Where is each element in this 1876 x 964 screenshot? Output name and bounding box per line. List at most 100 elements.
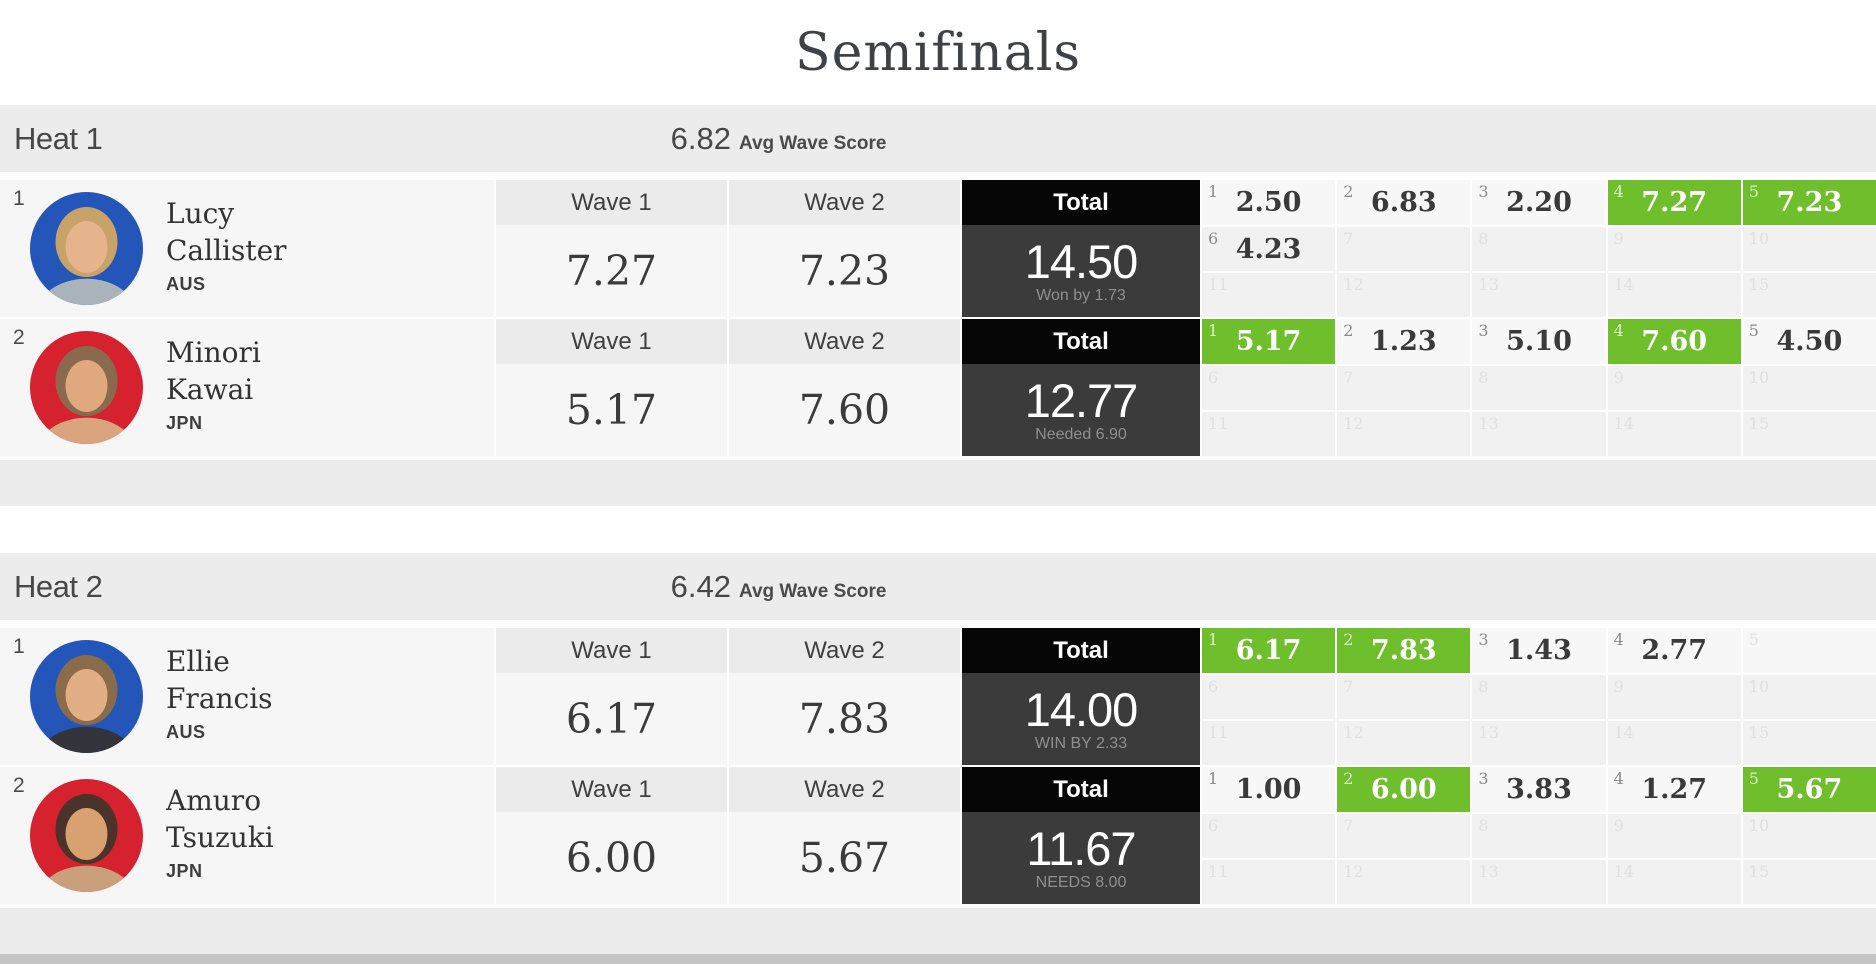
total-score: 14.50	[1024, 234, 1139, 288]
wave1-score: 5.17	[565, 386, 658, 434]
wave-cell-number: 5	[1748, 769, 1759, 788]
athlete-avatar	[30, 331, 143, 444]
wave-cell: 13	[1472, 860, 1606, 904]
wave-cell: 14	[1607, 412, 1741, 456]
wave1-score: 6.17	[565, 695, 658, 743]
wave-cell: 15	[1742, 721, 1876, 765]
athlete-avatar	[30, 640, 143, 753]
wave-cell[interactable]: 2 7.83	[1337, 628, 1471, 673]
total-header: Total	[962, 319, 1200, 364]
wave-cell-number: 13	[1478, 723, 1499, 742]
athlete-name: Lucy Callister	[166, 195, 287, 269]
wave-cell-number: 7	[1343, 229, 1354, 248]
wave2-column: Wave 2 7.23	[729, 180, 960, 317]
athlete-first-name: Amuro	[166, 784, 262, 817]
athlete-first-name: Ellie	[166, 645, 230, 678]
heat-header: Heat 1 6.82 Avg Wave Score	[0, 105, 1876, 172]
wave2-header: Wave 2	[729, 767, 960, 812]
wave-cell-number: 8	[1478, 368, 1489, 387]
wave-cell-score: 2.50	[1235, 187, 1302, 218]
wave-cell[interactable]: 3 2.20	[1472, 180, 1606, 225]
heat-footer-strip	[0, 908, 1876, 954]
wave-cell: 10	[1742, 814, 1876, 858]
heat-avg-wave-score: 6.82 Avg Wave Score	[671, 121, 887, 157]
wave-cell[interactable]: 4 7.27	[1607, 180, 1741, 225]
bottom-scrollbar-strip[interactable]	[0, 954, 1876, 964]
wave-cell[interactable]: 1 6.17	[1202, 628, 1336, 673]
wave-cell: 8	[1472, 814, 1606, 858]
country-code: JPN	[166, 413, 203, 433]
wave-cell: 8	[1472, 675, 1606, 719]
wave-cell-score: 2.77	[1641, 635, 1708, 666]
wave-cell: 12	[1337, 412, 1471, 456]
heat-section-1: Heat 1 6.82 Avg Wave Score 1 Lucy Callis…	[0, 105, 1876, 506]
wave-cell-number: 9	[1613, 368, 1624, 387]
wave-cell[interactable]: 4 7.60	[1607, 319, 1741, 364]
total-body: 14.00 WIN BY 2.33	[962, 673, 1200, 765]
wave-cell-number: 6	[1208, 677, 1219, 696]
total-column: Total 14.50 Won by 1.73	[962, 180, 1200, 317]
athlete-first-name: Lucy	[166, 197, 235, 230]
wave-cell: 12	[1337, 273, 1471, 317]
heat-avg-wave-score: 6.42 Avg Wave Score	[671, 569, 887, 605]
wave-cell[interactable]: 4 2.77	[1607, 628, 1741, 673]
wave-cell: 14	[1607, 860, 1741, 904]
wave1-header: Wave 1	[496, 628, 727, 673]
wave-cell-score: 4.50	[1776, 326, 1843, 357]
avg-score-label: Avg Wave Score	[738, 132, 887, 154]
wave-cell[interactable]: 3 5.10	[1472, 319, 1606, 364]
athlete-cell[interactable]: 2 Amuro Tsuzuki JPN	[0, 767, 494, 904]
wave-cell[interactable]: 1 5.17	[1202, 319, 1336, 364]
wave-cell-number: 7	[1343, 368, 1354, 387]
wave-cell-number: 13	[1478, 862, 1499, 881]
page-title: Semifinals	[794, 22, 1082, 83]
place-number: 2	[13, 774, 25, 797]
country-code: AUS	[166, 274, 206, 294]
wave1-score: 7.27	[565, 247, 658, 295]
wave-cell: 9	[1607, 814, 1741, 858]
wave2-score: 7.83	[798, 695, 891, 743]
wave-cell[interactable]: 5 5.67	[1742, 767, 1876, 812]
wave-cell: 10	[1742, 675, 1876, 719]
wave-cell-score: 6.83	[1370, 187, 1437, 218]
wave-cell[interactable]: 1 2.50	[1202, 180, 1336, 225]
wave-cell-score: 7.60	[1641, 326, 1708, 357]
wave-cell-score: 5.67	[1776, 774, 1843, 805]
wave-cell[interactable]: 3 1.43	[1472, 628, 1606, 673]
athlete-cell[interactable]: 2 Minori Kawai JPN	[0, 319, 494, 456]
wave-grid: 1 5.17 2 1.23 3 5.10 4 7.60 5 4.50 6 7 8 9 10 11 12 13 14 1…	[1202, 319, 1876, 456]
athlete-cell[interactable]: 1 Ellie Francis AUS	[0, 628, 494, 765]
wave-cell: 14	[1607, 721, 1741, 765]
wave-cell[interactable]: 6 4.23	[1202, 227, 1336, 271]
wave-cell-score: 1.27	[1641, 774, 1708, 805]
wave-cell[interactable]: 5 4.50	[1742, 319, 1876, 364]
wave1-column: Wave 1 6.00	[496, 767, 727, 904]
wave-cell: 13	[1472, 721, 1606, 765]
wave-cell[interactable]: 3 3.83	[1472, 767, 1606, 812]
wave-cell-number: 15	[1748, 862, 1770, 881]
wave-cell-number: 4	[1613, 182, 1624, 201]
wave-cell[interactable]: 5 7.23	[1742, 180, 1876, 225]
athlete-cell[interactable]: 1 Lucy Callister AUS	[0, 180, 494, 317]
wave-cell: 9	[1607, 675, 1741, 719]
wave2-column: Wave 2 7.83	[729, 628, 960, 765]
wave-cell-number: 9	[1613, 816, 1624, 835]
athlete-row: 2 Amuro Tsuzuki JPN Wave 1 6.00 Wave 2 5…	[0, 767, 1876, 904]
total-score: 14.00	[1024, 682, 1139, 736]
wave-cell: 12	[1337, 860, 1471, 904]
total-column: Total 12.77 Needed 6.90	[962, 319, 1200, 456]
wave-cell: 13	[1472, 273, 1606, 317]
wave-cell[interactable]: 4 1.27	[1607, 767, 1741, 812]
country-code: AUS	[166, 722, 206, 742]
wave-cell-number: 1	[1208, 321, 1219, 340]
athlete-last-name: Tsuzuki	[166, 821, 274, 854]
wave-cell[interactable]: 2 6.00	[1337, 767, 1471, 812]
heat-header: Heat 2 6.42 Avg Wave Score	[0, 553, 1876, 620]
wave-cell[interactable]: 2 6.83	[1337, 180, 1471, 225]
wave2-score: 7.23	[798, 247, 891, 295]
wave-cell: 15	[1742, 412, 1876, 456]
wave-cell[interactable]: 1 1.00	[1202, 767, 1336, 812]
wave-cell-number: 6	[1208, 368, 1219, 387]
wave-cell[interactable]: 2 1.23	[1337, 319, 1471, 364]
wave1-header: Wave 1	[496, 767, 727, 812]
